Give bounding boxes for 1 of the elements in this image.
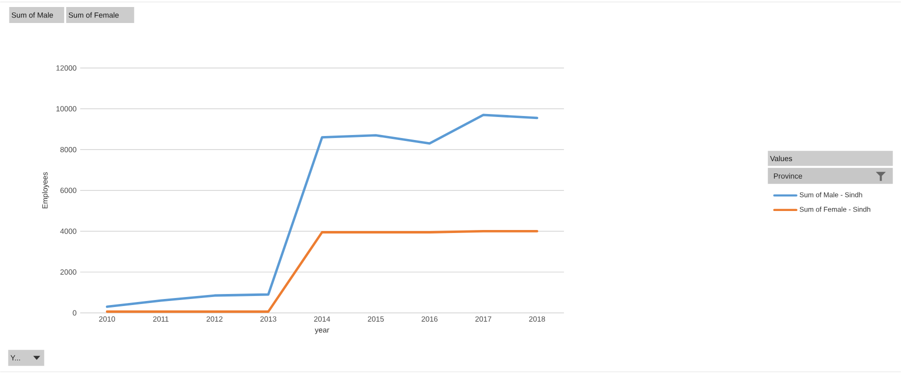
line-series xyxy=(106,114,538,308)
